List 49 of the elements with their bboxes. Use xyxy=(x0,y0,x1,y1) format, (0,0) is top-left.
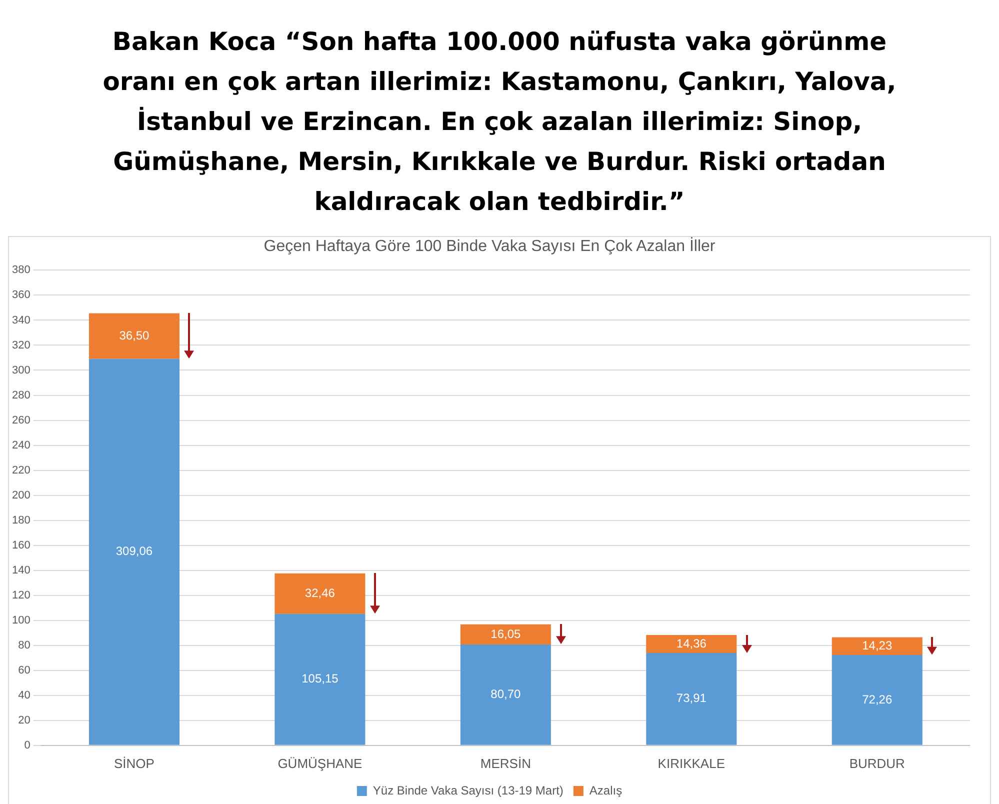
y-tick-label: 0 xyxy=(24,739,30,752)
y-tick-label: 160 xyxy=(12,539,30,552)
y-tick-label: 60 xyxy=(18,664,30,676)
data-label: 72,26 xyxy=(862,692,892,706)
y-tick-label: 180 xyxy=(12,514,30,526)
bar xyxy=(460,644,551,745)
data-label: 14,36 xyxy=(676,636,707,650)
data-label: 16,05 xyxy=(490,626,522,641)
y-tick-label: 120 xyxy=(12,589,30,602)
data-label: 80,70 xyxy=(490,687,522,702)
y-tick-label: 360 xyxy=(12,289,30,302)
data-label: 105,15 xyxy=(302,672,339,686)
x-tick-label: SİNOP xyxy=(114,756,154,771)
y-tick-label: 220 xyxy=(12,464,30,476)
x-tick-label: MERSİN xyxy=(480,756,531,771)
y-tick-label: 200 xyxy=(12,489,30,502)
bar xyxy=(274,614,366,745)
bar xyxy=(832,637,922,656)
data-label: 73,91 xyxy=(676,691,707,706)
data-label: 309,06 xyxy=(116,544,153,558)
chart-subtitle: Geçen Haftaya Göre 100 Binde Vaka Sayısı En Çok Azalan İller xyxy=(264,237,716,256)
data-label: 14,23 xyxy=(862,638,892,652)
y-tick-label: 380 xyxy=(12,264,30,276)
y-tick-label: 280 xyxy=(12,389,30,402)
y-tick-label: 80 xyxy=(18,639,30,652)
y-tick-label: 40 xyxy=(18,689,30,702)
bar xyxy=(88,358,180,745)
legend-label: Azalış xyxy=(589,783,622,798)
bar xyxy=(646,635,737,653)
x-tick-label: GÜMÜŞHANE xyxy=(278,756,363,771)
x-tick-label: KIRIKKALE xyxy=(658,756,726,771)
x-tick-label: BURDUR xyxy=(849,756,905,771)
y-tick-label: 100 xyxy=(12,614,30,626)
bar xyxy=(274,573,366,614)
y-tick-label: 20 xyxy=(18,714,30,726)
legend-label: Yüz Binde Vaka Sayısı (13-19 Mart) xyxy=(372,783,564,798)
y-tick-label: 340 xyxy=(12,314,30,326)
y-tick-label: 320 xyxy=(12,339,30,352)
data-label: 32,46 xyxy=(304,586,336,600)
y-tick-label: 140 xyxy=(12,564,30,576)
bar xyxy=(832,655,922,745)
bar xyxy=(88,313,180,359)
bar xyxy=(460,624,551,644)
chart-title: Bakan Koca “Son hafta 100.000 nüfusta vaka görünme oranı en çok artan illerimiz: Kastamonu, Çankırı, Yalova, İstanbul ve Erzincan. En çok azalan illerimiz: Sinop, Gümüşhane, Mersin, Kırıkkale ve Burdur. Riski ortadan kaldıracak olan tedbirdir.” xyxy=(102,26,898,218)
y-tick-label: 240 xyxy=(12,439,30,452)
bar xyxy=(646,652,737,745)
y-tick-label: 300 xyxy=(12,364,30,376)
y-tick-label: 260 xyxy=(12,414,30,426)
data-label: 36,50 xyxy=(119,328,150,342)
